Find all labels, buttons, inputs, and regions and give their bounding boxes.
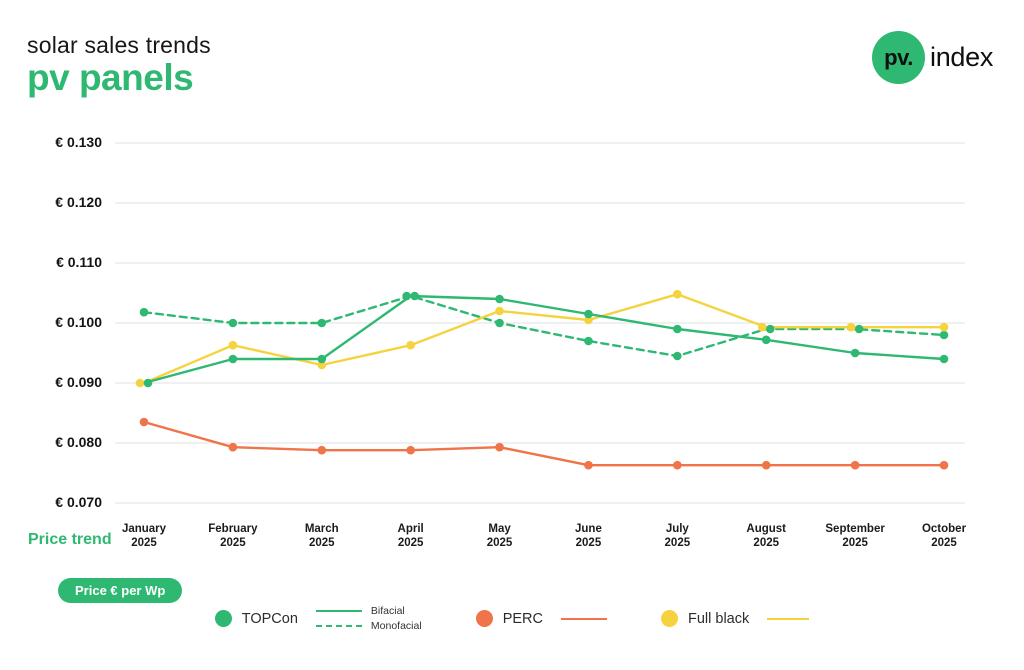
perc-dot-icon <box>475 610 493 627</box>
topcon-line-styles: Bifacial Monofacial <box>315 605 422 632</box>
x-axis-tick-label: September 2025 <box>825 523 885 550</box>
page-title: solar sales trends pv panels <box>27 32 211 99</box>
data-point-full-black <box>846 322 856 332</box>
y-axis-tick-label: € 0.100 <box>55 314 102 330</box>
legend-label-monofacial: Monofacial <box>370 619 422 632</box>
legend-label-perc: PERC <box>502 610 543 627</box>
topcon-dot-icon <box>214 610 232 627</box>
data-point-perc <box>317 445 327 455</box>
x-axis-tick-label: January 2025 <box>121 523 167 550</box>
full-black-dot-icon <box>660 610 678 627</box>
unit-badge: Price € per Wp <box>58 578 183 603</box>
data-point-perc <box>406 445 415 455</box>
solid-line-swatch-icon <box>315 610 362 613</box>
data-point-topcon-bifacial <box>850 348 860 358</box>
data-point-topcon-monofacial <box>765 324 775 334</box>
chart-legend: TOPCon Bifacial Monofacial PERC Full bla… <box>0 606 1024 631</box>
data-point-perc <box>495 442 504 452</box>
full-black-line-swatch-icon <box>767 617 810 620</box>
y-axis-tick-label: € 0.110 <box>56 254 102 270</box>
data-point-topcon-monofacial <box>317 318 327 328</box>
data-point-topcon-monofacial <box>939 330 949 340</box>
data-point-topcon-bifacial <box>143 378 153 388</box>
monofacial-row: Monofacial <box>315 619 422 632</box>
x-axis-tick-label: June 2025 <box>575 523 602 550</box>
x-axis-tick-label: August 2025 <box>746 523 787 550</box>
y-axis-tick-label: € 0.070 <box>55 494 102 510</box>
data-point-perc <box>228 442 238 452</box>
data-point-topcon-bifacial <box>228 354 238 364</box>
data-point-full-black <box>757 322 767 332</box>
data-point-full-black <box>135 378 145 388</box>
legend-label-full-black: Full black <box>687 610 750 627</box>
data-point-perc <box>850 460 860 470</box>
x-axis-tick-label: March 2025 <box>304 523 339 550</box>
data-point-topcon-bifacial <box>495 294 504 304</box>
data-point-full-black <box>939 322 949 332</box>
data-point-perc <box>584 460 593 470</box>
legend-label-topcon: TOPCon <box>241 610 298 627</box>
data-point-topcon-bifacial <box>410 291 419 301</box>
series-line-perc <box>142 420 946 467</box>
data-point-full-black <box>228 340 238 350</box>
data-point-topcon-monofacial <box>495 318 504 328</box>
x-axis-tick-label: April 2025 <box>397 523 424 550</box>
data-point-topcon-bifacial <box>939 354 949 364</box>
y-axis-tick-label: € 0.090 <box>55 374 102 390</box>
chart-subtitle: solar sales trends <box>27 32 211 58</box>
data-point-perc <box>139 417 149 427</box>
data-point-topcon-monofacial <box>139 307 149 317</box>
logo-circle-icon: pv. <box>872 31 925 84</box>
pv-index-logo: pv. index <box>872 31 993 84</box>
data-point-perc <box>673 460 682 470</box>
perc-line-swatch-icon <box>560 617 607 620</box>
data-point-full-black <box>317 360 327 370</box>
data-point-topcon-bifacial <box>317 354 327 364</box>
data-point-topcon-bifacial <box>584 309 593 319</box>
dashed-line-swatch-icon <box>315 624 362 627</box>
data-point-topcon-monofacial <box>584 336 593 346</box>
logo-wordmark: index <box>930 42 994 72</box>
data-point-topcon-monofacial <box>228 318 238 328</box>
data-point-perc <box>939 460 949 470</box>
legend-item-full-black: Full black <box>660 610 810 627</box>
x-axis-tick-label: July 2025 <box>664 523 691 550</box>
data-point-perc <box>761 460 771 470</box>
data-point-topcon-monofacial <box>402 291 411 301</box>
legend-item-topcon: TOPCon Bifacial Monofacial <box>214 605 422 632</box>
data-point-topcon-bifacial <box>673 324 682 334</box>
data-point-full-black <box>495 306 504 316</box>
data-point-full-black <box>584 315 593 325</box>
bifacial-row: Bifacial <box>315 605 422 617</box>
x-axis-tick-label: February 2025 <box>208 523 258 550</box>
series-line-topcon-monofacial <box>142 294 946 358</box>
price-trend-label: Price trend <box>28 531 112 548</box>
chart-title: pv panels <box>27 57 194 99</box>
x-axis-tick-label: October 2025 <box>921 523 967 550</box>
data-point-full-black <box>406 340 415 350</box>
data-point-topcon-monofacial <box>673 351 682 361</box>
data-point-topcon-bifacial <box>761 335 771 345</box>
series-line-full-black <box>142 293 946 385</box>
y-axis-tick-label: € 0.130 <box>55 134 102 150</box>
legend-item-perc: PERC <box>475 610 607 627</box>
x-axis-tick-label: May 2025 <box>486 523 513 550</box>
y-axis-tick-label: € 0.080 <box>55 434 102 450</box>
data-point-topcon-monofacial <box>854 324 864 334</box>
series-line-topcon-bifacial <box>142 294 946 385</box>
legend-label-bifacial: Bifacial <box>370 605 405 617</box>
y-axis-tick-label: € 0.120 <box>55 194 102 210</box>
data-point-full-black <box>673 289 682 299</box>
